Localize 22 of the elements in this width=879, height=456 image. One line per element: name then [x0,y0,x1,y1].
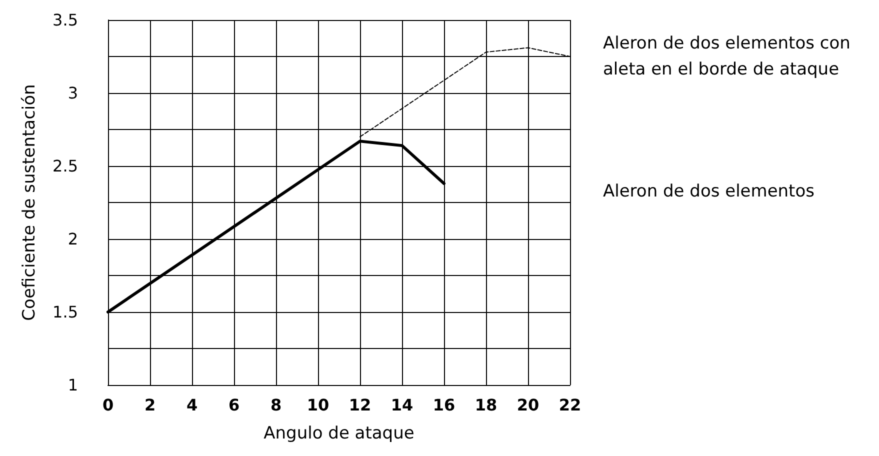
x-axis-title: Angulo de ataque [264,424,414,444]
x-tick-label: 14 [390,396,414,414]
y-tick-label: 3.5 [52,10,78,30]
x-tick-label: 12 [348,396,372,414]
series-label: Aleron de dos elementos con aleta en el borde de ataque [603,34,856,80]
x-tick-label: 4 [186,396,198,414]
x-tick-label: 6 [228,396,240,414]
x-tick-label: 16 [432,396,456,414]
x-tick-label: 8 [270,396,282,414]
y-tick-label: 3 [68,84,78,102]
y-axis-title: Coeficiente de sustentación [20,84,40,321]
x-tick-label: 0 [102,396,114,414]
y-tick-label: 2.5 [52,156,78,176]
x-tick-label: 10 [306,396,330,414]
y-tick-label: 1.5 [52,302,78,322]
x-tick-label: 2 [144,396,156,414]
y-tick-label: 2 [68,230,78,248]
x-tick-label: 20 [516,396,540,414]
x-tick-label: 22 [558,396,582,414]
y-tick-label: 1 [68,376,78,394]
text: Aleron de dos elementos [603,182,815,202]
x-tick-label: 18 [474,396,498,414]
